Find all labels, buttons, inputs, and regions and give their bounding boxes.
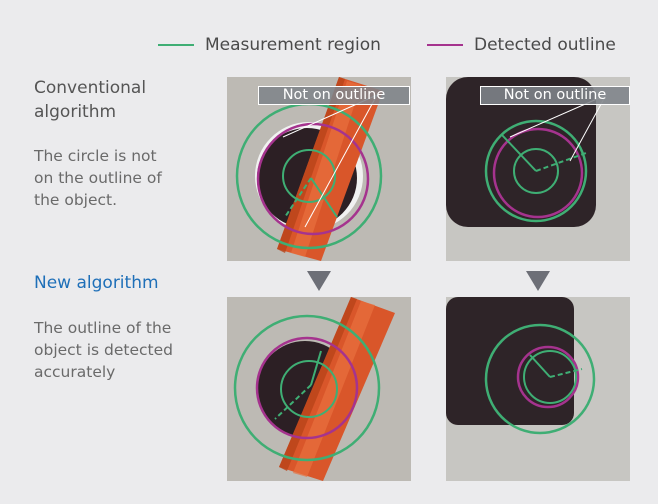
panel-conventional-corner-image	[446, 77, 630, 261]
legend: Measurement region Detected outline	[0, 35, 658, 57]
down-triangle-icon	[307, 271, 331, 291]
purple-line-icon	[427, 44, 463, 46]
panel-conventional-bar: Not on outline	[227, 77, 411, 261]
legend-measurement-region: Measurement region	[158, 35, 381, 55]
legend-detected-outline: Detected outline	[427, 35, 616, 55]
conventional-title: Conventional algorithm	[34, 78, 147, 122]
panel-new-corner	[446, 297, 630, 481]
panel-new-corner-image	[446, 297, 630, 481]
panel-conventional-corner: Not on outline	[446, 77, 630, 261]
legend-label-measurement-region: Measurement region	[205, 35, 381, 55]
green-line-icon	[158, 44, 194, 46]
panel-new-bar	[227, 297, 411, 481]
panel-new-bar-image	[227, 297, 411, 481]
legend-label-detected-outline: Detected outline	[474, 35, 616, 55]
callout-not-on-outline-right: Not on outline	[480, 86, 630, 105]
down-triangle-icon	[526, 271, 550, 291]
new-title: New algorithm	[34, 273, 159, 293]
callout-not-on-outline-left: Not on outline	[258, 86, 410, 105]
new-description: The outline of the object is detected ac…	[34, 319, 173, 381]
conventional-description: The circle is not on the outline of the …	[34, 147, 162, 209]
panel-conventional-bar-image	[227, 77, 411, 261]
